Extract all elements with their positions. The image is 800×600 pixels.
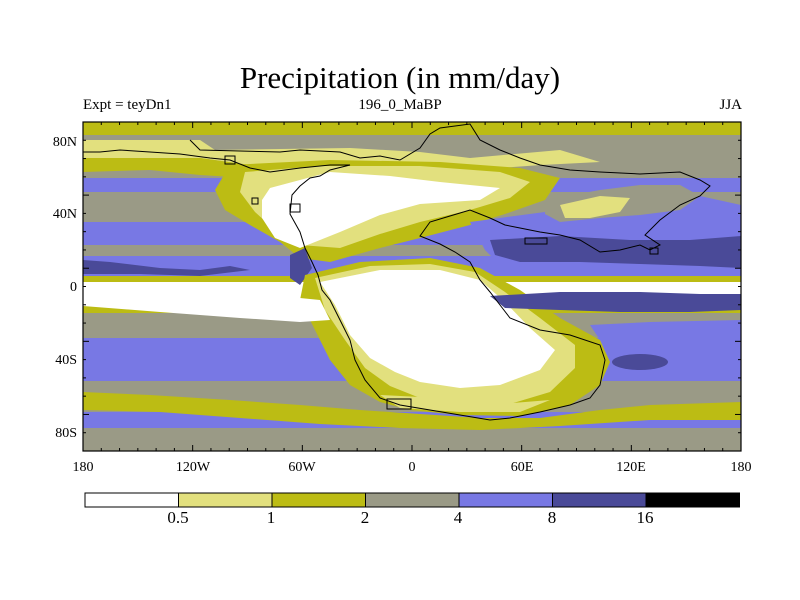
lat-label-40s: 40S [55,353,77,368]
colorbar-label-1: 1 [267,508,276,527]
small-island-2 [251,197,259,205]
pangaea-north-white [262,172,500,248]
colorbar-box-3 [365,492,460,508]
lat-label-80s: 80S [55,426,77,441]
time-label: 196_0_MaBP [358,97,442,113]
lon-label-180w: 180 [73,460,94,475]
arctic-olive-patch [83,158,250,178]
small-island-6 [649,247,659,255]
season-label: JJA [719,97,742,113]
arctic-pale-patch [83,140,600,170]
plot-title: Precipitation (in mm/day) [239,60,561,95]
lon-label-180e: 180 [731,460,752,475]
colorbar-label-2: 2 [361,508,370,527]
colorbar-box-4 [458,492,553,508]
colorbar [84,492,740,508]
small-island-1 [224,155,236,165]
small-island-5 [386,398,412,410]
colorbar-box-6 [645,492,740,508]
colorbar-box-1 [178,492,273,508]
map-field [83,122,741,451]
east-asia-pale [560,196,630,218]
colorbar-box-5 [552,492,647,508]
colorbar-box-2 [271,492,366,508]
small-island-4 [524,237,548,245]
south-east-dark-blue-blob [612,354,668,370]
colorbar-label-8: 8 [548,508,557,527]
colorbar-label-4: 4 [454,508,463,527]
tethys-dark-blue [490,236,741,268]
lon-label-60w: 60W [288,460,316,475]
lon-label-60e: 60E [511,460,534,475]
experiment-label: Expt = teyDn1 [83,97,172,113]
pangaea-coastline [83,123,711,421]
lat-label-40n: 40N [53,207,77,222]
lat-label-80n: 80N [53,135,77,150]
west-white-tongue [83,290,330,322]
southern-olive-wedge [83,392,741,430]
colorbar-label-16: 16 [637,508,654,527]
colorbar-label-0.5: 0.5 [167,508,188,527]
continent-outline [83,123,711,421]
colorbar-box-0 [84,492,179,508]
west-itcz-dark-blue [83,260,250,276]
indian-dark-blue [490,292,741,312]
lon-label-120w: 120W [176,460,211,475]
axis-ticks [82,121,742,452]
lon-label-120e: 120E [616,460,646,475]
lat-label-0: 0 [70,280,77,295]
lon-label-0: 0 [409,460,416,475]
small-island-3 [289,203,301,213]
band-gray-antarctic [83,428,741,451]
south-pale-patch [380,395,550,412]
south-east-blue-patch [590,320,741,346]
